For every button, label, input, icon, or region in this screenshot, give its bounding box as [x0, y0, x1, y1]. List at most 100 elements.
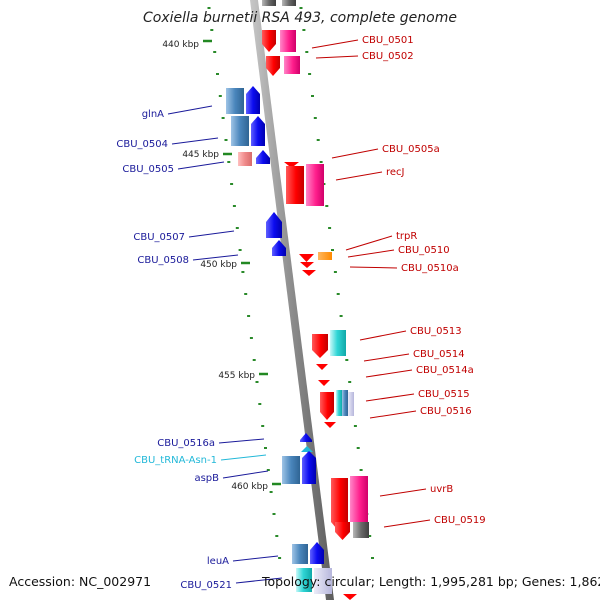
label-CBU_0502[interactable]: CBU_0502 [315, 51, 414, 62]
label-leuA[interactable]: leuA [207, 555, 279, 567]
tick-dot [353, 425, 357, 427]
tick-dot [227, 161, 231, 163]
svg-text:CBU_0516a: CBU_0516a [157, 438, 215, 449]
gene-CBU_0507 [266, 212, 282, 238]
label-CBU_0504[interactable]: CBU_0504 [116, 137, 219, 150]
label-CBU_0515[interactable]: CBU_0515 [365, 389, 470, 402]
tick-dot [356, 447, 360, 449]
label-CBU_0508[interactable]: CBU_0508 [137, 254, 239, 266]
svg-text:CBU_0519: CBU_0519 [434, 515, 486, 526]
scale-mark-460: 460 kbp [231, 482, 281, 492]
tick-dot [368, 535, 372, 537]
tick-dot [235, 227, 239, 229]
tick-dot [328, 227, 332, 229]
gene-CBU_0514a [318, 380, 330, 386]
label-CBU_0513[interactable]: CBU_0513 [359, 326, 462, 341]
gene-bottom-fragment [343, 594, 357, 600]
tick-dot [371, 557, 374, 559]
tick-dot [207, 7, 211, 9]
gene-CBU_0519 [335, 522, 369, 540]
svg-text:CBU_0504: CBU_0504 [116, 139, 168, 150]
label-CBU_0519[interactable]: CBU_0519 [383, 515, 486, 528]
gene-CBU_0514 [316, 364, 328, 370]
svg-text:CBU_0516: CBU_0516 [420, 406, 472, 417]
gene-CBU_0502 [266, 56, 300, 76]
label-aspB[interactable]: aspB [194, 470, 269, 484]
tick-dot [339, 315, 343, 317]
label-CBU_0514[interactable]: CBU_0514 [363, 349, 465, 362]
label-CBU_0510[interactable]: CBU_0510 [347, 245, 450, 258]
gene-CBU_tRNA-Asn-1 [301, 446, 313, 452]
scale-label: 445 kbp [182, 150, 219, 160]
tick-dot [333, 271, 337, 273]
tick-dot [325, 205, 329, 207]
gene-CBU_0516 [324, 422, 336, 428]
label-CBU_tRNA-Asn-1[interactable]: CBU_tRNA-Asn-1 [134, 454, 267, 466]
tick-dot [244, 293, 248, 295]
svg-text:CBU_tRNA-Asn-1: CBU_tRNA-Asn-1 [134, 455, 217, 466]
label-trpR[interactable]: trpR [345, 231, 417, 251]
tick-dot [216, 73, 219, 75]
label-CBU_0505[interactable]: CBU_0505 [122, 161, 225, 175]
svg-text:CBU_0514a: CBU_0514a [416, 365, 474, 376]
tick-dot [261, 425, 265, 427]
tick-dot [264, 447, 267, 449]
tick-dot [232, 205, 236, 207]
scale-label: 440 kbp [162, 40, 199, 50]
gene-glnA [226, 86, 260, 114]
tick-dot [345, 359, 349, 361]
tick-dot [348, 381, 352, 383]
scale-mark-450: 450 kbp [200, 260, 250, 270]
gene-aspB [282, 451, 316, 484]
tick-dot [311, 95, 314, 97]
tick-dot [210, 29, 214, 31]
label-CBU_0501[interactable]: CBU_0501 [311, 35, 414, 49]
gene-leuA [292, 542, 324, 564]
scale-mark-445: 445 kbp [182, 150, 232, 160]
label-CBU_0514a[interactable]: CBU_0514a [365, 365, 474, 378]
svg-text:CBU_0505: CBU_0505 [122, 164, 174, 175]
svg-text:CBU_0514: CBU_0514 [413, 349, 465, 360]
gene-CBU_0508 [272, 240, 286, 256]
tick-dot [255, 381, 259, 383]
gene-CBU_0516a [300, 433, 312, 442]
svg-text:CBU_0508: CBU_0508 [137, 255, 189, 266]
tick-dot [224, 139, 228, 141]
label-CBU_0516a[interactable]: CBU_0516a [157, 438, 265, 449]
tick-dot [308, 73, 312, 75]
map-title: Coxiella burnetii RSA 493, complete geno… [143, 10, 457, 26]
svg-text:CBU_0510a: CBU_0510a [401, 263, 459, 274]
label-uvrB[interactable]: uvrB [379, 484, 453, 497]
tick-dot [302, 29, 306, 31]
label-CBU_0521[interactable]: CBU_0521 [180, 577, 283, 591]
gene-CBU_0510a [302, 270, 316, 276]
tick-dot [258, 403, 262, 405]
tick-dot [266, 469, 270, 471]
label-glnA[interactable]: glnA [142, 105, 213, 120]
tick-dot [230, 183, 234, 185]
tick-dot [305, 51, 309, 53]
label-CBU_0516[interactable]: CBU_0516 [369, 406, 472, 419]
label-CBU_0505a[interactable]: CBU_0505a [331, 144, 440, 159]
genome-summary-text: Topology: circular; Length: 1,995,281 bp… [261, 574, 600, 589]
tick-dot [252, 359, 256, 361]
svg-text:CBU_0521: CBU_0521 [180, 580, 232, 591]
label-CBU_0507[interactable]: CBU_0507 [133, 230, 235, 243]
tick-dot [269, 491, 273, 493]
svg-text:CBU_0513: CBU_0513 [410, 326, 462, 337]
gene-trpR [318, 252, 332, 260]
tick-dot [331, 249, 334, 251]
svg-text:uvrB: uvrB [430, 484, 453, 495]
svg-text:CBU_0505a: CBU_0505a [382, 144, 440, 155]
scale-label: 450 kbp [200, 260, 237, 270]
gene-CBU_0501 [262, 30, 296, 52]
tick-dot [299, 7, 303, 9]
tick-dot [213, 51, 217, 53]
svg-text:trpR: trpR [396, 231, 417, 242]
label-CBU_0510a[interactable]: CBU_0510a [349, 263, 459, 274]
svg-text:aspB: aspB [194, 473, 219, 484]
genome-backbone [250, 0, 334, 600]
tick-dot [238, 249, 242, 251]
label-recJ[interactable]: recJ [335, 167, 405, 181]
